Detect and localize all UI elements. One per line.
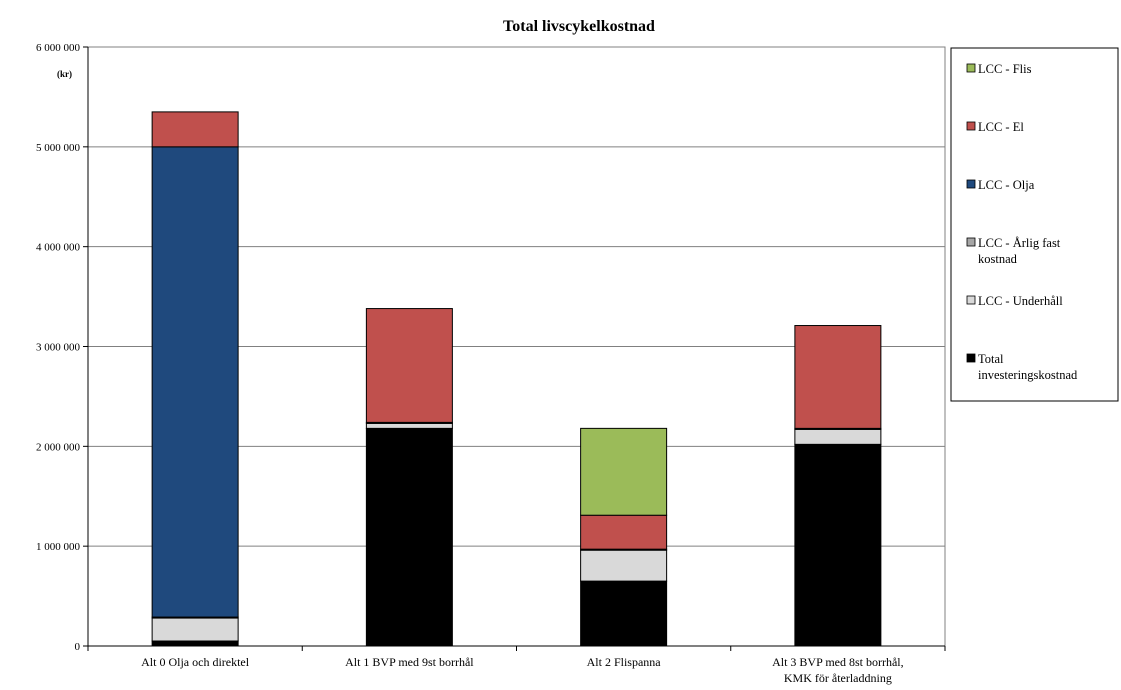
legend-entry: LCC - Årlig fast kostnad bbox=[978, 236, 1061, 266]
legend-entry: LCC - Flis bbox=[978, 62, 1032, 76]
bar-segment-lcc-underh-ll bbox=[580, 549, 668, 582]
y-tick-label: 3 000 000 bbox=[36, 342, 81, 354]
legend-swatch bbox=[966, 353, 976, 363]
bar-segment-lcc-el bbox=[580, 514, 668, 550]
legend-swatch bbox=[966, 295, 976, 305]
y-tick-label: 1 000 000 bbox=[36, 541, 81, 553]
legend-entry: LCC - Olja bbox=[978, 178, 1035, 192]
bar-segment-lcc-underh-ll bbox=[794, 428, 882, 445]
bar-segment-lcc-flis bbox=[580, 427, 668, 516]
legend-swatch bbox=[966, 237, 976, 247]
bar-segment-lcc-el bbox=[365, 308, 453, 423]
legend-entry: LCC - Underhåll bbox=[978, 294, 1063, 308]
x-category-label: Alt 0 Olja och direktel bbox=[141, 655, 250, 669]
chart-title: Total livscykelkostnad bbox=[503, 18, 655, 35]
x-category-label: Alt 3 BVP med 8st borrhål, KMK för återla… bbox=[772, 655, 904, 685]
bar-segment-lcc-el bbox=[151, 111, 239, 148]
bar-segment-lcc-el bbox=[794, 325, 882, 429]
legend-swatch bbox=[966, 121, 976, 131]
x-category-label: Alt 1 BVP med 9st borrhål bbox=[345, 655, 474, 669]
y-tick-label: 5 000 000 bbox=[36, 142, 81, 154]
legend-swatch bbox=[966, 63, 976, 73]
y-tick-label: 0 bbox=[75, 641, 81, 653]
x-category-label: Alt 2 Flispanna bbox=[587, 655, 662, 669]
y-tick-label: 2 000 000 bbox=[36, 441, 81, 453]
bar-segment-total-investeringskostnad bbox=[365, 427, 453, 647]
legend-swatch bbox=[966, 179, 976, 189]
y-unit-label: (kr) bbox=[57, 69, 72, 79]
bar-segment-total-investeringskostnad bbox=[794, 443, 882, 647]
y-tick-label: 6 000 000 bbox=[36, 42, 81, 54]
bar-segment-total-investeringskostnad bbox=[580, 580, 668, 647]
bar-segment-lcc-underh-ll bbox=[365, 422, 453, 429]
bar-segment-total-investeringskostnad bbox=[151, 640, 239, 647]
bar-segment-lcc-olja bbox=[151, 146, 239, 618]
legend-box bbox=[950, 47, 1119, 402]
plot-area: 0 1 000 000 2 000 000 3 000 000 4 000 000 5 0… bbox=[36, 42, 946, 685]
bar-segment-lcc-underh-ll bbox=[151, 617, 239, 642]
legend: LCC - Flis LCC - El LCC - Olja LCC - Årlig … bbox=[950, 47, 1119, 402]
legend-entry: LCC - El bbox=[978, 120, 1024, 134]
legend-entry: Total investeringskostnad bbox=[978, 352, 1078, 382]
y-tick-label: 4 000 000 bbox=[36, 242, 81, 254]
